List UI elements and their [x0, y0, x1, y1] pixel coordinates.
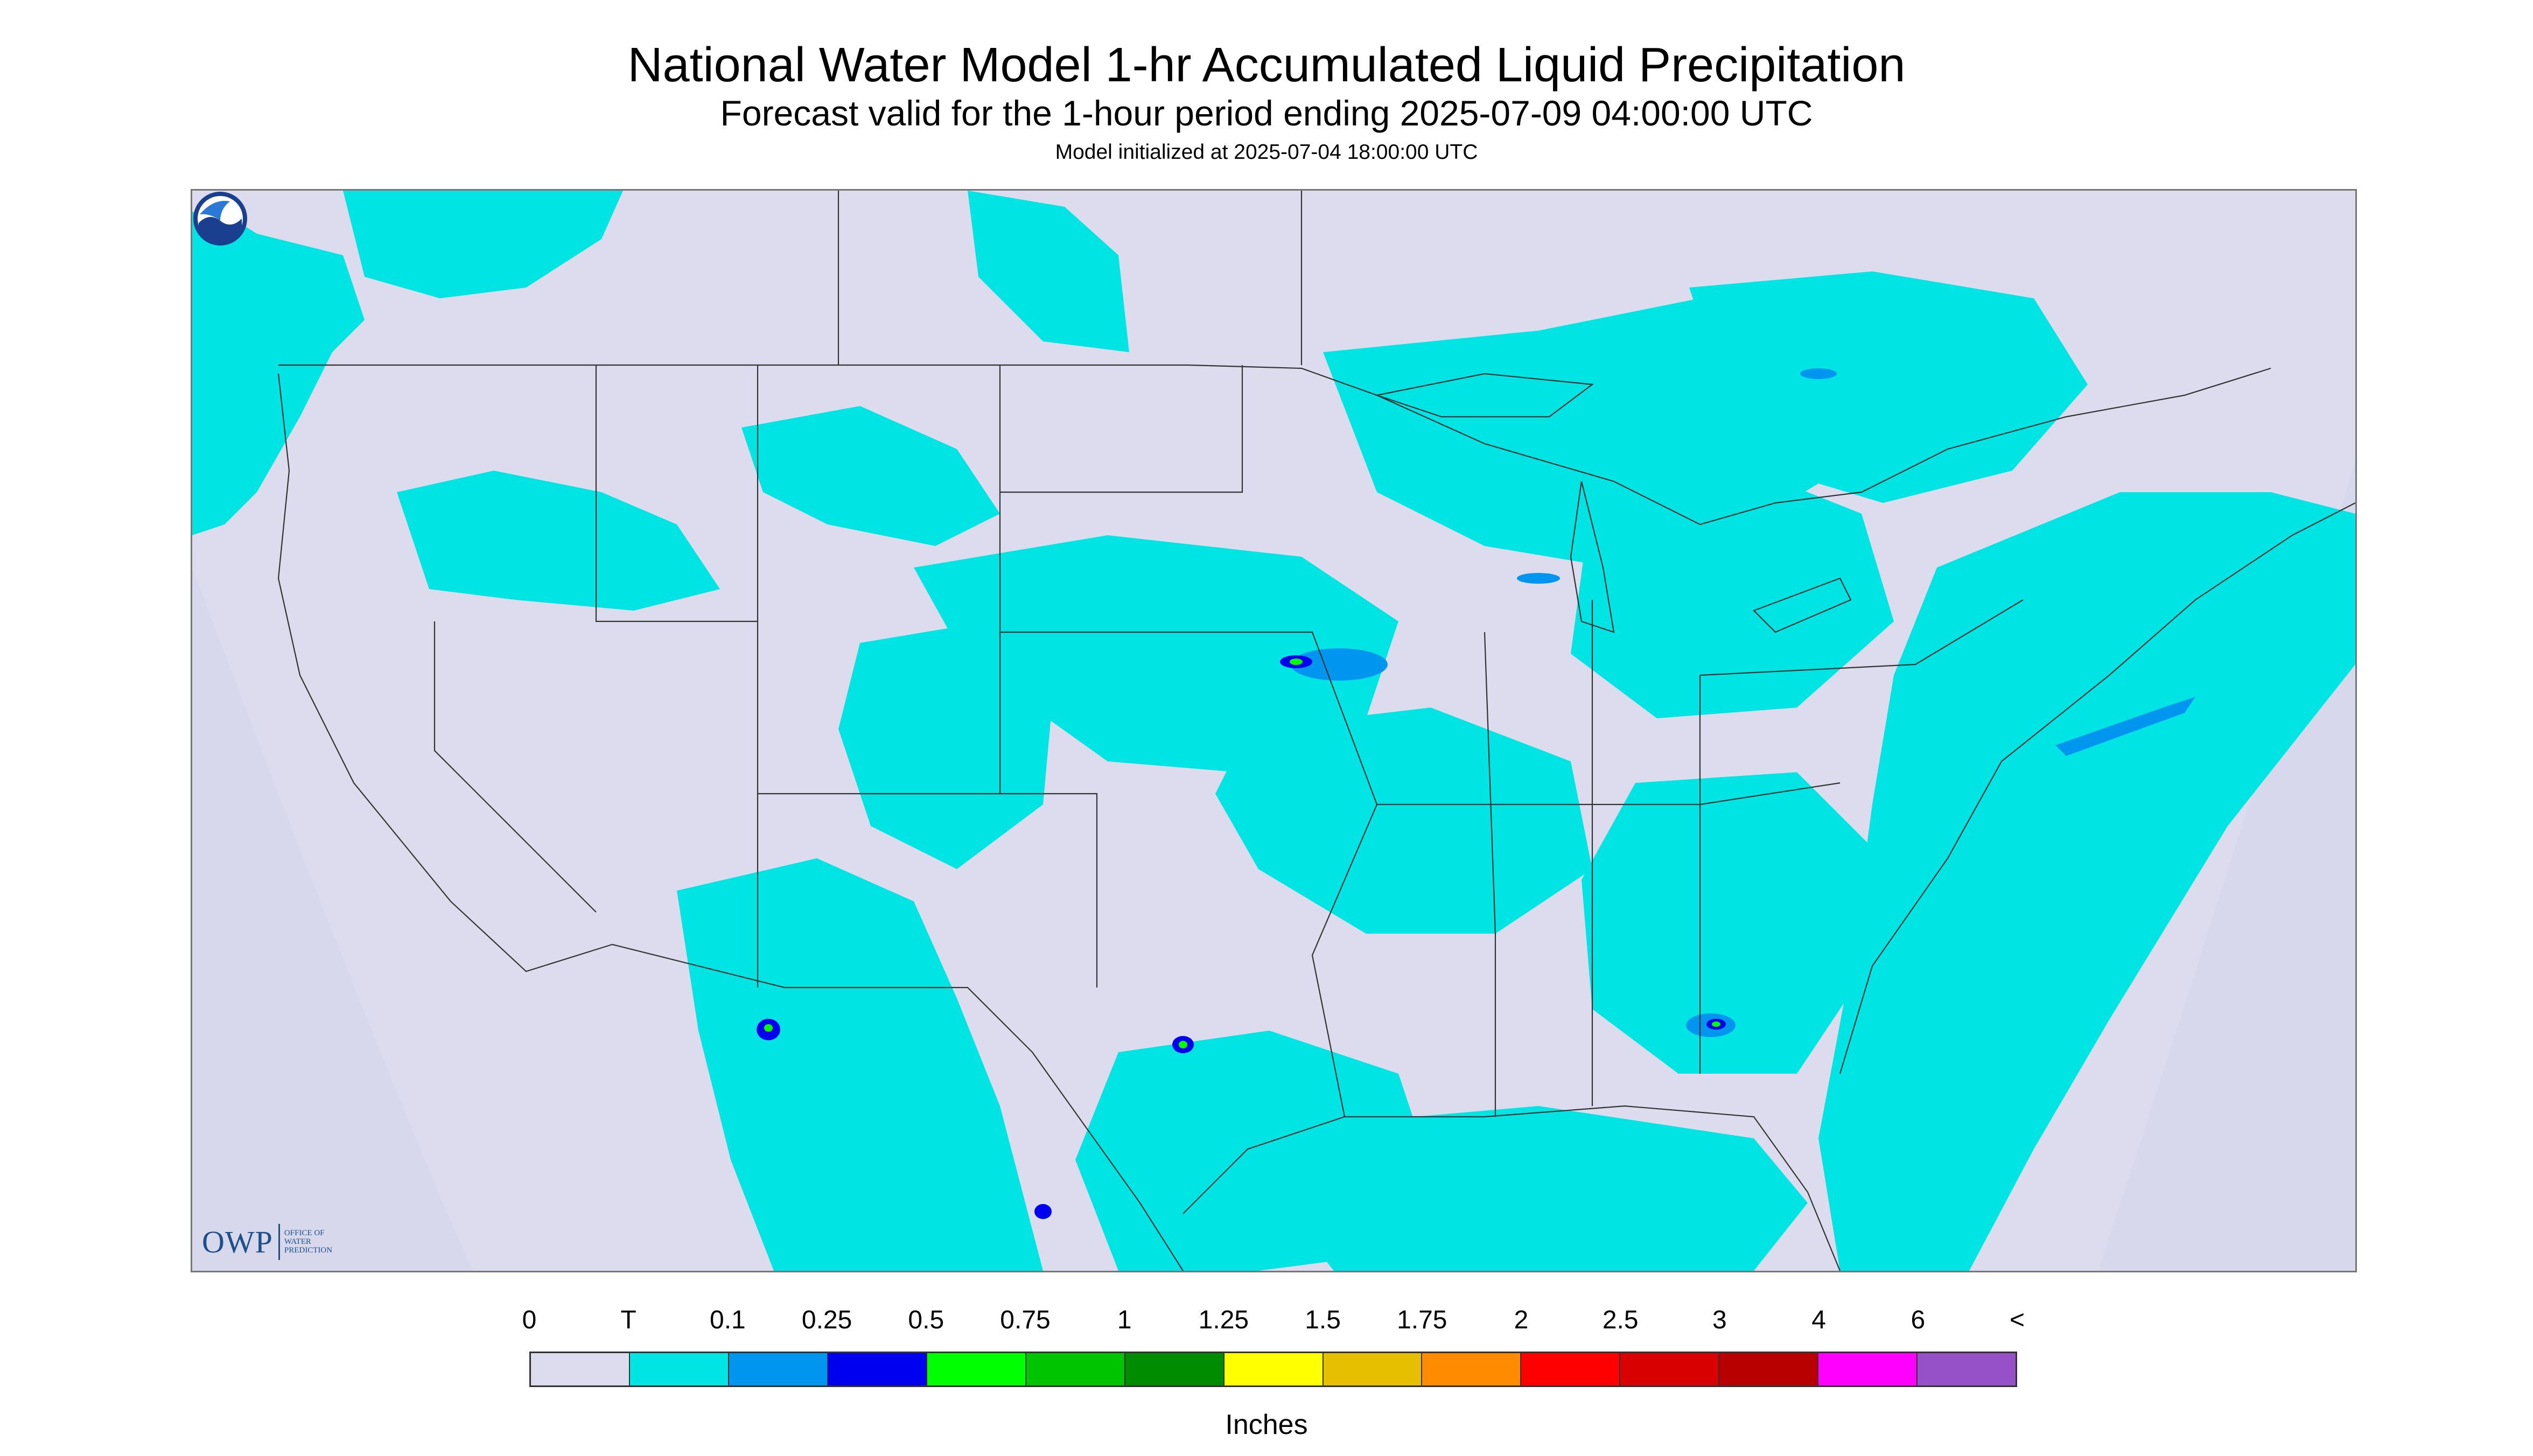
- legend-swatch-3: [828, 1353, 927, 1385]
- legend-tick-label: 1: [1117, 1306, 1132, 1334]
- legend-tick-label: 0.5: [908, 1306, 944, 1334]
- owp-logo-line-3: PREDICTION: [284, 1246, 333, 1255]
- precip-area-southeast: [1582, 772, 1872, 1074]
- cell-new-mexico-peak: [764, 1024, 773, 1032]
- us-canada-border: [278, 364, 2271, 526]
- legend-swatch-7: [1224, 1353, 1324, 1385]
- legend-tick-label: 0.75: [1000, 1306, 1051, 1334]
- state-line-2: [433, 621, 597, 913]
- state-line-4: [999, 365, 1098, 988]
- owp-logo-mark: OWP: [202, 1223, 280, 1260]
- precipitation-map: OWP OFFICE OF WATER PREDICTION: [191, 189, 2357, 1272]
- cell-georgia-peak: [1712, 1021, 1720, 1027]
- legend-swatch-12: [1719, 1353, 1819, 1385]
- precip-heavier-cells: [757, 368, 2195, 1219]
- legend-swatch-11: [1620, 1353, 1720, 1385]
- precipitation-legend: [529, 1352, 2017, 1387]
- state-line-1: [595, 365, 759, 622]
- precip-area-ozarks: [1215, 708, 1592, 934]
- noaa-logo: [193, 192, 247, 246]
- legend-tick-labels: 0 T 0.1 0.25 0.5 0.75 1 1.25 1.5 1.75 2 2.5 3 4 6 <: [522, 1304, 2025, 1336]
- owp-logo-text: OFFICE OF WATER PREDICTION: [280, 1229, 332, 1255]
- legend-tick-label: 1.75: [1397, 1306, 1447, 1334]
- legend-tick-label: 0: [522, 1306, 537, 1334]
- legend-tick-label: 6: [1911, 1306, 1926, 1334]
- precip-area-north-mt: [343, 191, 623, 298]
- legend-tick-label: 2: [1514, 1306, 1529, 1334]
- legend-swatch-9: [1422, 1353, 1522, 1385]
- legend-swatch-4: [927, 1353, 1026, 1385]
- gulf-coast: [1182, 1105, 1841, 1271]
- state-line-12: [1699, 599, 2024, 676]
- projection-edge-right: [2098, 460, 2355, 1271]
- state-line-9: [1484, 632, 1496, 1117]
- legend-swatch-1: [629, 1353, 729, 1385]
- map-subtitle: Forecast valid for the 1-hour period end…: [720, 93, 1813, 133]
- precip-area-montana: [397, 471, 720, 611]
- cell-texas-peak: [1179, 1041, 1187, 1048]
- precip-area-gulf: [1280, 1106, 1808, 1271]
- legend-swatch-13: [1818, 1353, 1918, 1385]
- map-title: National Water Model 1-hr Accumulated Li…: [627, 38, 1906, 92]
- legend-tick-label: 3: [1712, 1306, 1727, 1334]
- legend-swatch-10: [1521, 1353, 1621, 1385]
- boundary-lines: [277, 191, 2355, 1271]
- legend-tick-label: T: [620, 1306, 636, 1334]
- precip-area-north-central: [968, 191, 1129, 352]
- legend-tick-label: 2.5: [1602, 1306, 1639, 1334]
- precip-area-colorado: [838, 621, 1054, 869]
- precip-trace-areas: [192, 191, 2355, 1271]
- lake-superior: [1374, 373, 1594, 418]
- cell-iowa: [1291, 648, 1388, 681]
- precip-area-east-coast: [1818, 492, 2355, 1271]
- legend-swatch-2: [729, 1353, 828, 1385]
- lake-erie: [1753, 577, 1852, 633]
- legend-tick-label: 1.5: [1305, 1306, 1341, 1334]
- legend-swatch-5: [1026, 1353, 1125, 1385]
- state-line-5: [1000, 365, 1243, 493]
- precip-area-canada-east: [1689, 271, 2088, 503]
- owp-logo-line-2: WATER: [284, 1237, 311, 1246]
- legend-swatch-8: [1323, 1353, 1423, 1385]
- us-mexico-border: [612, 943, 1184, 1271]
- cell-iowa-peak: [1290, 659, 1303, 665]
- cell-mexico: [1034, 1204, 1052, 1219]
- atlantic-coast: [1839, 502, 2355, 1074]
- legend-tick-label: 4: [1811, 1306, 1826, 1334]
- legend-swatch-0: [531, 1353, 630, 1385]
- projection-edge-left: [192, 568, 472, 1271]
- precip-area-plains: [914, 535, 1398, 772]
- legend-unit-label: Inches: [1225, 1409, 1308, 1440]
- map-canvas: [192, 191, 2355, 1271]
- model-init-label: Model initialized at 2025-07-04 18:00:00…: [1055, 141, 1478, 164]
- cell-ontario: [1800, 368, 1837, 379]
- precip-area-southwest: [677, 858, 1043, 1271]
- west-coast: [277, 373, 613, 972]
- legend-swatch-6: [1125, 1353, 1224, 1385]
- legend-tick-label: 1.25: [1198, 1306, 1249, 1334]
- owp-logo-line-1: OFFICE OF: [284, 1229, 325, 1237]
- lake-michigan: [1570, 481, 1615, 633]
- legend-swatch-14: [1918, 1353, 2016, 1385]
- cell-atlantic-band: [2055, 697, 2195, 756]
- legend-tick-label: 0.1: [710, 1306, 746, 1334]
- precip-area-great-lakes: [1571, 471, 1894, 718]
- precip-area-nw: [192, 207, 365, 535]
- legend-tick-label: <: [2009, 1306, 2025, 1334]
- cell-michigan: [1517, 573, 1560, 584]
- precip-area-wyoming: [741, 406, 1000, 546]
- owp-logo: OWP OFFICE OF WATER PREDICTION: [202, 1220, 332, 1263]
- legend-tick-label: 0.25: [801, 1306, 852, 1334]
